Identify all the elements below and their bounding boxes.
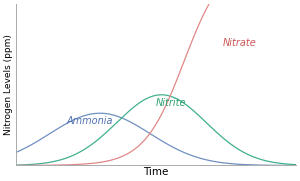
Text: Ammonia: Ammonia bbox=[66, 116, 113, 126]
Y-axis label: Nitrogen Levels (ppm): Nitrogen Levels (ppm) bbox=[4, 34, 13, 135]
Text: Nitrate: Nitrate bbox=[223, 38, 257, 48]
Text: Nitrite: Nitrite bbox=[156, 98, 186, 108]
X-axis label: Time: Time bbox=[143, 167, 169, 177]
